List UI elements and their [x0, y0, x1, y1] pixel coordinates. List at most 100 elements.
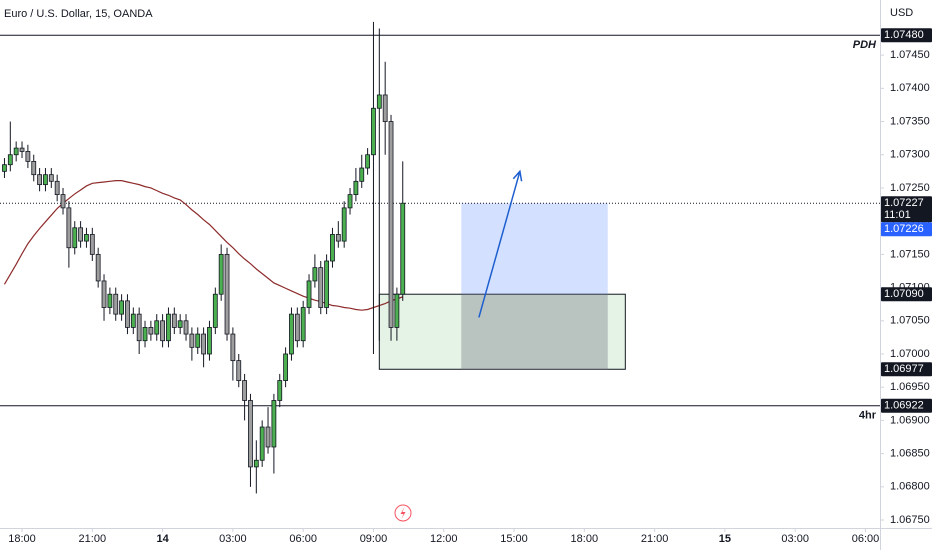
candle — [271, 393, 277, 474]
candle-body — [13, 147, 19, 156]
candle — [400, 161, 406, 301]
candle — [365, 148, 371, 175]
price-badge-label: 1.07090 — [884, 288, 924, 300]
candle — [125, 294, 130, 335]
candle-body — [107, 293, 113, 308]
y-tick-label: 1.06800 — [890, 481, 930, 493]
price-badge-label: 1.06922 — [884, 400, 924, 412]
candle-body — [230, 333, 236, 362]
zone — [461, 294, 608, 370]
candle — [236, 353, 242, 388]
candle — [13, 141, 19, 162]
candle — [248, 393, 253, 487]
candle-body — [113, 293, 119, 315]
candle — [171, 307, 177, 335]
candle — [154, 314, 160, 341]
candle-body — [318, 267, 324, 308]
y-tick-label: 1.07050 — [890, 315, 930, 327]
candle-body — [365, 154, 371, 169]
candle — [177, 314, 183, 335]
candle — [265, 407, 271, 454]
y-tick-label: 1.07400 — [890, 82, 930, 94]
candle-body — [212, 293, 218, 328]
currency-label: USD — [890, 7, 913, 19]
candle-body — [248, 400, 253, 468]
candle — [253, 440, 259, 494]
candle — [107, 287, 113, 315]
candle — [183, 314, 189, 341]
zone — [378, 293, 626, 370]
candle — [371, 21, 376, 354]
y-tick-label: 1.07300 — [890, 149, 930, 161]
candle-body — [160, 320, 165, 342]
candle — [148, 320, 154, 341]
candle-body — [400, 202, 406, 295]
candle — [101, 274, 107, 321]
candle — [324, 254, 330, 315]
candle-body — [19, 147, 25, 152]
event-icon-bolt — [400, 507, 406, 519]
candle — [48, 168, 54, 188]
candle — [318, 261, 324, 315]
candle-body — [353, 180, 359, 195]
y-tick-label: 1.07450 — [890, 49, 930, 61]
candle-body — [142, 327, 148, 342]
candle-body — [7, 154, 13, 166]
candle — [300, 300, 306, 348]
chart-title: Euro / U.S. Dollar, 15, OANDA — [4, 8, 153, 20]
candle — [306, 274, 312, 315]
price-badge — [881, 196, 932, 223]
candle-body — [359, 167, 365, 182]
x-tick-label: 03:00 — [219, 533, 247, 545]
arrow-head — [512, 169, 523, 182]
x-tick-label: 06:00 — [289, 533, 317, 545]
candle-body — [119, 300, 124, 315]
candle-body — [300, 307, 306, 342]
candle-body — [101, 280, 107, 308]
candle — [84, 227, 89, 248]
candle-body — [271, 400, 277, 448]
candle — [142, 320, 148, 348]
candle-body — [171, 313, 177, 328]
price-badge-label: 1.07226 — [884, 223, 924, 235]
candle-body — [242, 380, 248, 401]
candle-body — [376, 94, 382, 109]
candle — [136, 307, 142, 354]
candle — [376, 28, 382, 341]
candle-body — [148, 327, 154, 335]
candle — [130, 307, 136, 335]
x-tick-label: 21:00 — [641, 533, 669, 545]
price-badge-label: 1.07480 — [884, 29, 924, 41]
candle-body — [43, 174, 48, 186]
candle — [330, 227, 335, 268]
candle — [7, 121, 13, 172]
candle — [335, 221, 341, 248]
candle-body — [183, 320, 189, 335]
candle-body — [218, 253, 224, 295]
moving-average — [3, 180, 403, 311]
candle — [259, 420, 265, 467]
zone — [461, 203, 608, 295]
y-tick-label: 1.06950 — [890, 381, 930, 393]
y-tick-label: 1.07350 — [890, 115, 930, 127]
candle-body — [324, 260, 330, 308]
candle-body — [283, 353, 289, 381]
candle — [60, 187, 66, 215]
candle-body — [201, 333, 206, 355]
candle — [230, 327, 236, 381]
price-badge — [881, 398, 932, 413]
candle — [19, 141, 25, 159]
candle — [353, 168, 359, 202]
candle — [160, 314, 165, 348]
price-badge-label: 1.06977 — [884, 363, 924, 375]
candle-body — [84, 234, 89, 242]
candle-body — [253, 459, 259, 468]
candle-body — [177, 320, 183, 328]
x-tick-label: 14 — [156, 533, 169, 545]
level-label: PDH — [853, 39, 877, 51]
candle — [341, 201, 347, 248]
candle-body — [347, 194, 353, 209]
candle — [212, 287, 218, 335]
candle-body — [60, 194, 66, 209]
